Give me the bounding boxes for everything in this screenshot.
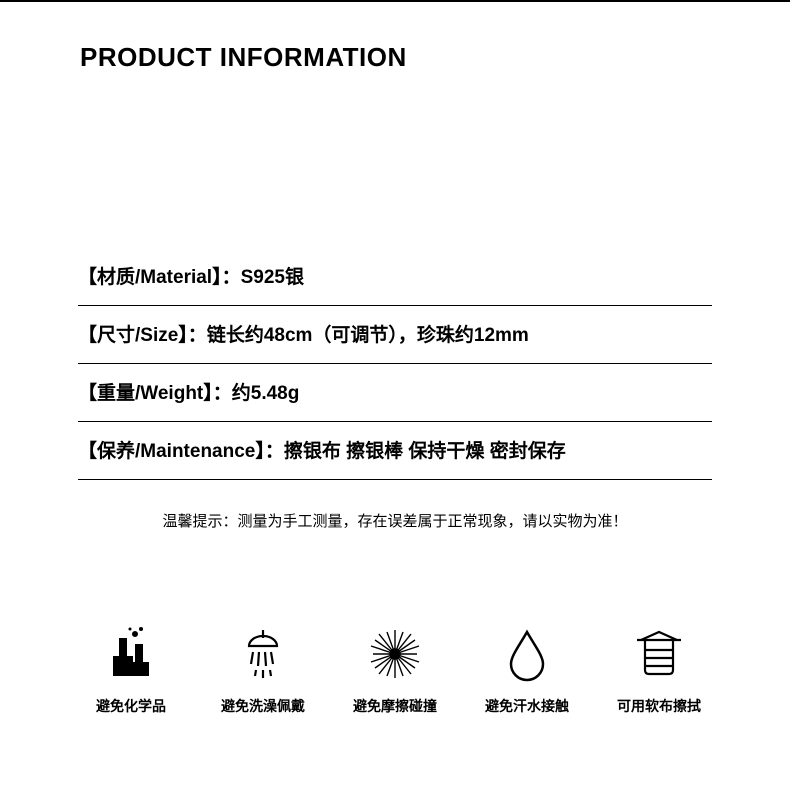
care-item-wipe: 可用软布擦拭 xyxy=(604,626,714,716)
chemicals-icon xyxy=(103,626,159,682)
icon-caption: 避免洗澡佩戴 xyxy=(221,696,305,716)
icon-caption: 避免摩擦碰撞 xyxy=(353,696,437,716)
spec-label: 【材质/Material】： xyxy=(78,267,241,288)
care-item-friction: 避免摩擦碰撞 xyxy=(340,626,450,716)
friction-icon xyxy=(367,626,423,682)
spec-value: S925银 xyxy=(241,267,304,288)
spec-label: 【重量/Weight】： xyxy=(78,383,232,404)
spec-row-size: 【尺寸/Size】：链长约48cm（可调节），珍珠约12mm xyxy=(78,306,712,364)
spec-value: 链长约48cm（可调节），珍珠约12mm xyxy=(207,325,529,346)
spec-value: 擦银布 擦银棒 保持干燥 密封保存 xyxy=(284,441,566,462)
care-item-sweat: 避免汗水接触 xyxy=(472,626,582,716)
spec-list: 【材质/Material】：S925银 【尺寸/Size】：链长约48cm（可调… xyxy=(0,248,790,480)
wipe-icon xyxy=(631,626,687,682)
shower-icon xyxy=(235,626,291,682)
section-title: PRODUCT INFORMATION xyxy=(0,2,790,73)
spec-row-maintenance: 【保养/Maintenance】：擦银布 擦银棒 保持干燥 密封保存 xyxy=(78,422,712,480)
spec-label: 【保养/Maintenance】： xyxy=(78,441,284,462)
spec-value: 约5.48g xyxy=(232,383,300,404)
care-item-shower: 避免洗澡佩戴 xyxy=(208,626,318,716)
care-item-chemicals: 避免化学品 xyxy=(76,626,186,716)
spec-row-material: 【材质/Material】：S925银 xyxy=(78,248,712,306)
icon-caption: 避免化学品 xyxy=(96,696,166,716)
icon-caption: 可用软布擦拭 xyxy=(617,696,701,716)
measurement-note: 温馨提示：测量为手工测量，存在误差属于正常现象，请以实物为准！ xyxy=(0,510,790,531)
sweat-icon xyxy=(499,626,555,682)
spec-row-weight: 【重量/Weight】：约5.48g xyxy=(78,364,712,422)
spec-label: 【尺寸/Size】： xyxy=(78,325,207,346)
care-icons-row: 避免化学品 避免洗澡佩戴 xyxy=(0,626,790,716)
icon-caption: 避免汗水接触 xyxy=(485,696,569,716)
